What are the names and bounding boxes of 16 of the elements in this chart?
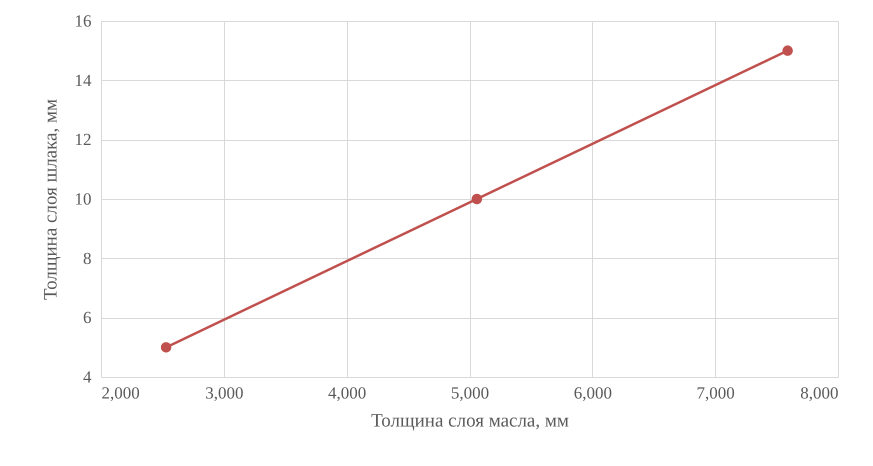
- x-tick-label: 4,000: [328, 384, 366, 402]
- y-tick-label: 4: [83, 368, 92, 386]
- y-tick-label: 6: [83, 308, 92, 328]
- y-tick-label: 12: [74, 130, 92, 150]
- x-tick-label: 5,000: [450, 384, 490, 402]
- y-tick-label: 14: [74, 70, 92, 90]
- y-tick-label: 8: [83, 248, 92, 268]
- y-tick-label: 16: [74, 12, 92, 30]
- x-tick-label: 2,000: [102, 384, 140, 402]
- y-axis-title: Толщина слоя шлака, мм: [40, 98, 62, 300]
- x-tick-label: 3,000: [205, 384, 244, 402]
- y-tick-label: 10: [74, 190, 92, 208]
- x-tick-label: 8,000: [800, 384, 838, 402]
- x-tick-label: 7,000: [696, 384, 735, 402]
- x-tick-label: 6,000: [574, 384, 612, 402]
- x-axis-title: Толщина слоя масла, мм: [371, 410, 569, 432]
